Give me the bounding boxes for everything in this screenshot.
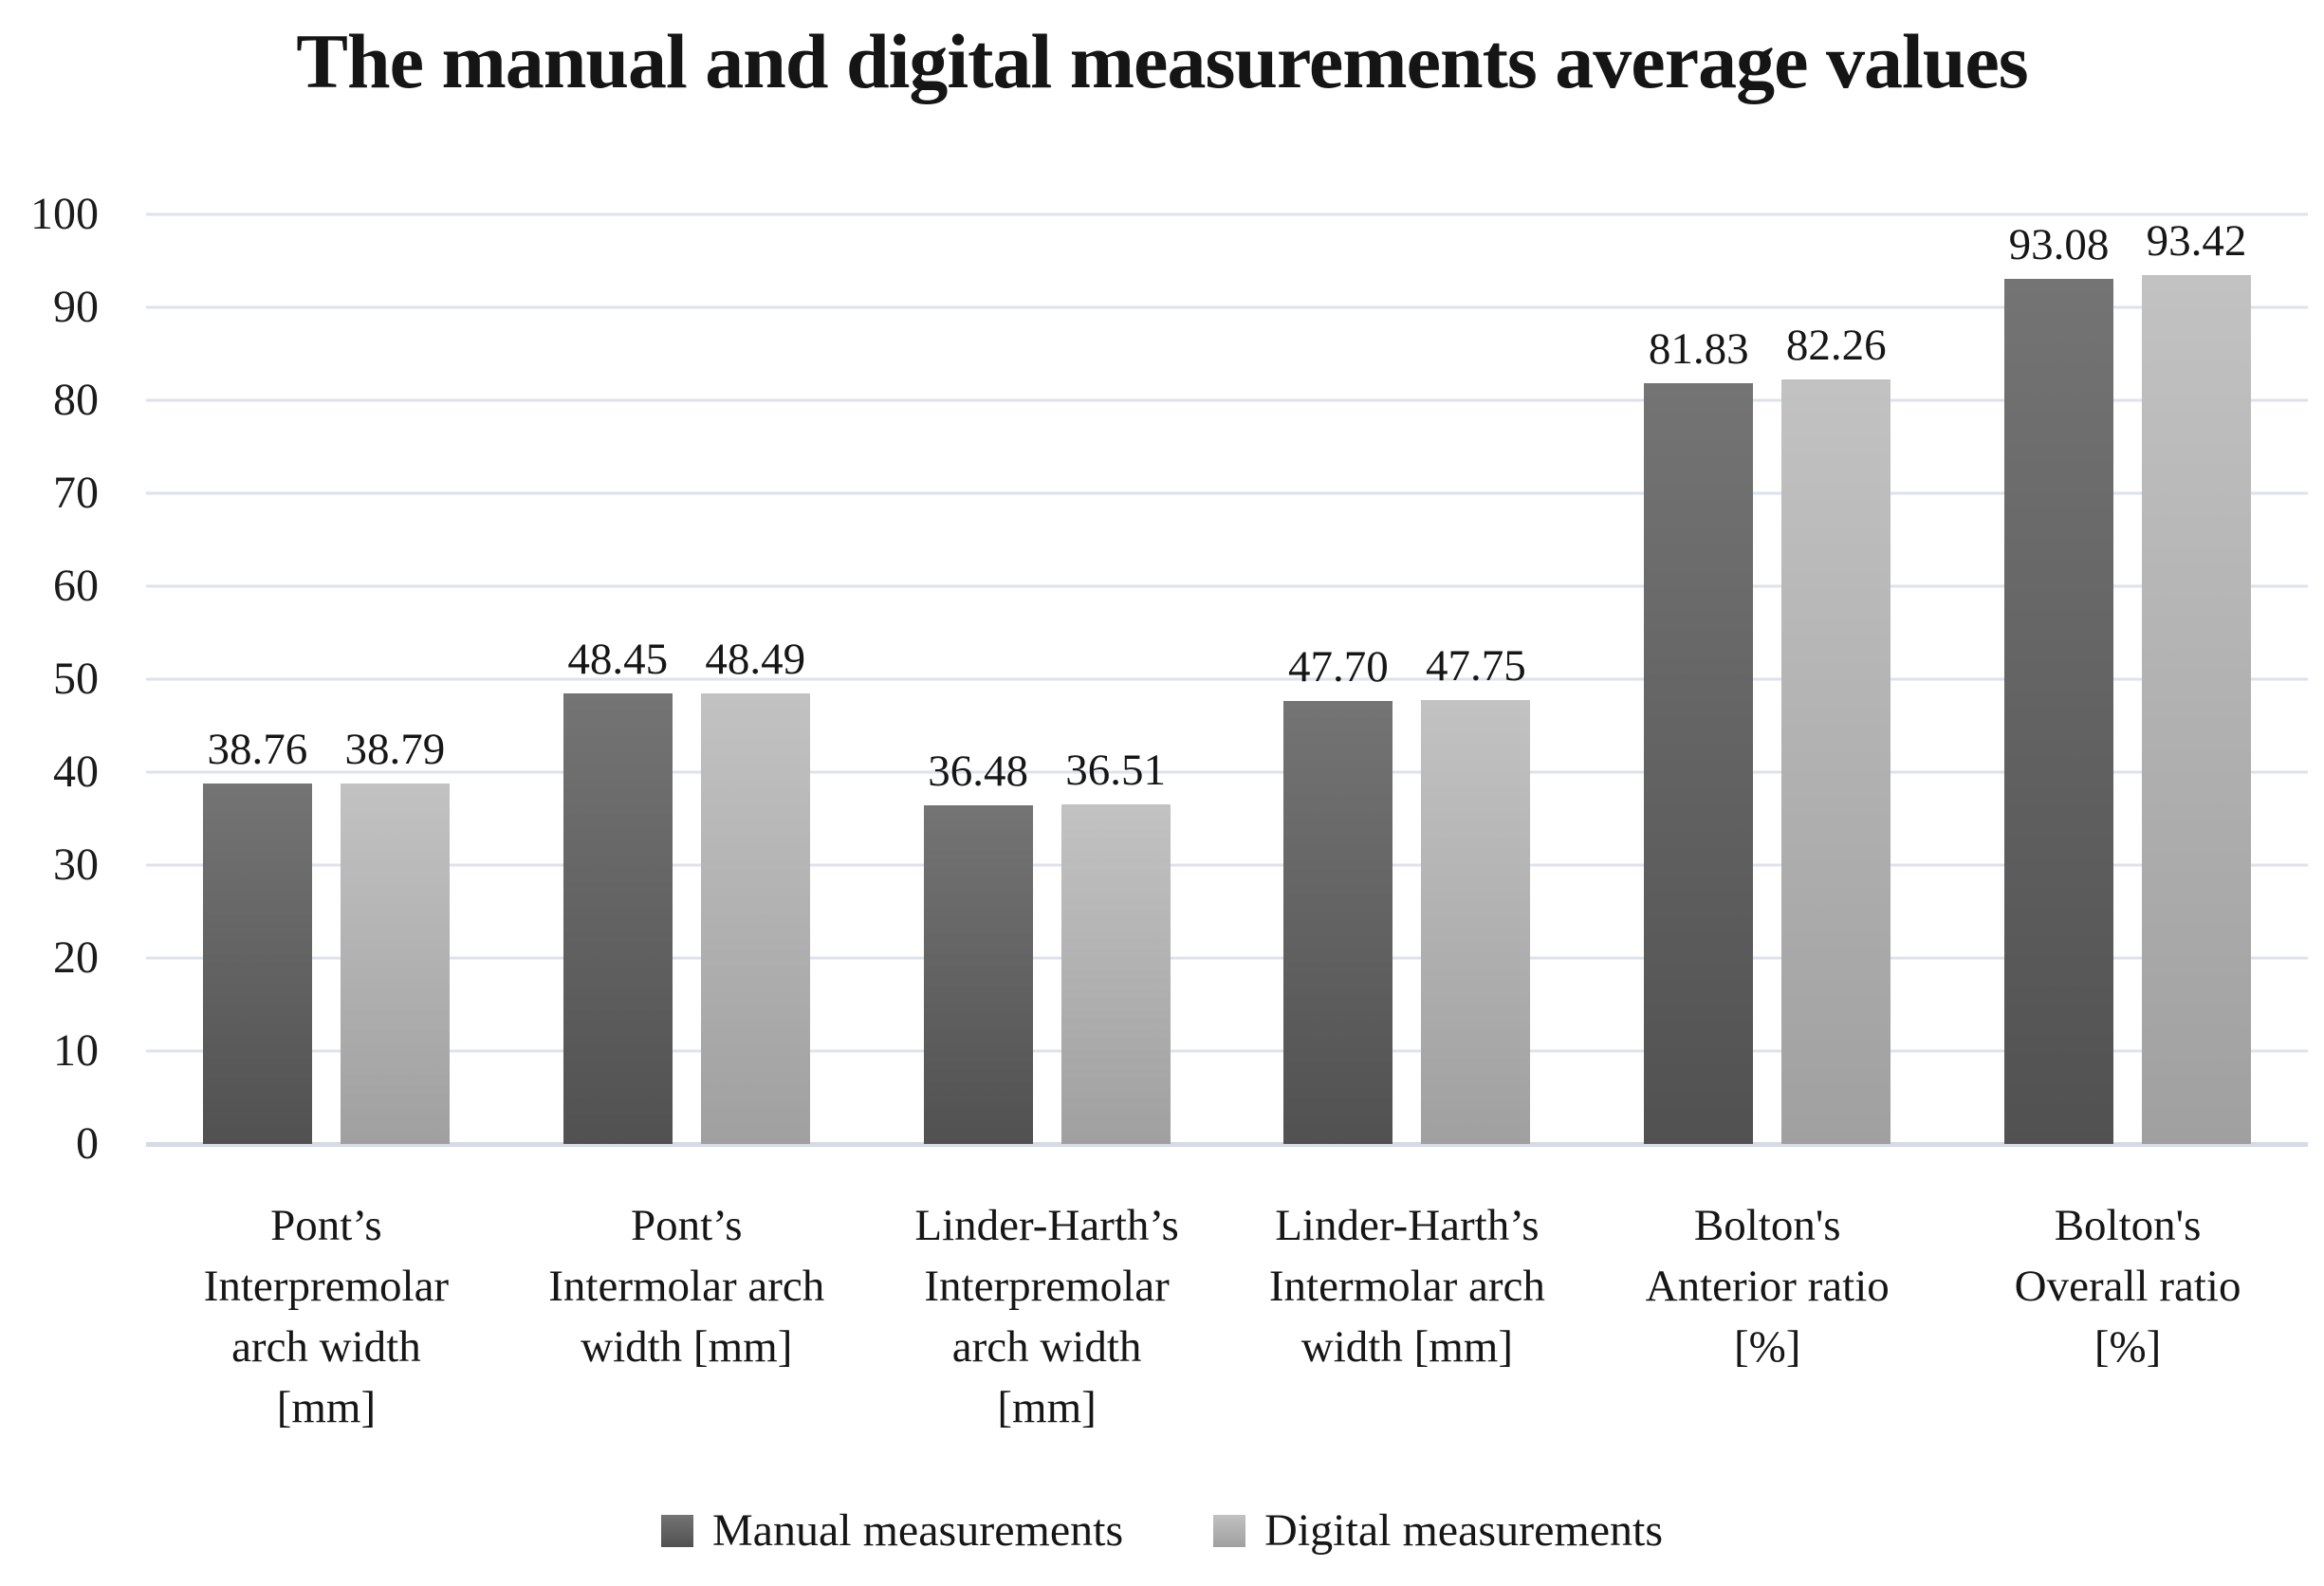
bar-group-5: 81.83 82.26 xyxy=(1587,214,1947,1144)
bar-value-label-manual-4: 47.70 xyxy=(1288,641,1389,692)
bar-value-label-manual-5: 81.83 xyxy=(1648,324,1749,375)
legend-label-manual: Manual measurements xyxy=(711,1505,1124,1556)
bar-digital-1: 38.79 xyxy=(340,727,450,1144)
bar-manual-5: 81.83 xyxy=(1644,327,1754,1144)
bar-value-label-digital-5: 82.26 xyxy=(1785,320,1887,370)
gridline-40 xyxy=(146,770,2308,774)
bar-digital-3: 36.51 xyxy=(1061,748,1171,1144)
bar-value-label-manual-2: 48.45 xyxy=(567,635,669,685)
legend-item-manual: Manual measurements xyxy=(660,1504,1124,1557)
category-label-5: Bolton's Anterior ratio [%] xyxy=(1645,1201,1890,1372)
category-label-6: Bolton's Overall ratio [%] xyxy=(2014,1201,2241,1372)
bar-manual-4: 47.70 xyxy=(1283,644,1393,1144)
gridline-20 xyxy=(146,956,2308,960)
bar-digital-4: 47.75 xyxy=(1421,644,1531,1144)
category-label-3: Linder-Harth’s Interpremolar arch width … xyxy=(914,1201,1179,1432)
bar-manual-3: 36.48 xyxy=(923,748,1033,1144)
bar-value-label-manual-6: 93.08 xyxy=(2008,219,2110,269)
bar-value-label-digital-2: 48.49 xyxy=(705,634,806,684)
category-label-2: Pont’s Intermolar arch width [mm] xyxy=(548,1201,825,1372)
gridline-50 xyxy=(146,677,2308,681)
gridline-90 xyxy=(146,305,2308,309)
bar-manual-6: 93.08 xyxy=(2004,222,2114,1144)
bar-manual-1: 38.76 xyxy=(202,728,312,1144)
y-tick-label-50: 50 xyxy=(53,654,99,704)
legend: Manual measurements Digital measurements xyxy=(0,1504,2324,1557)
plot-area: 38.76 38.79 48.45 48.49 36.48 36.51 47.70 47.75… xyxy=(146,212,2308,1147)
gridline-30 xyxy=(146,863,2308,867)
bar-value-label-manual-1: 38.76 xyxy=(207,725,308,775)
gridline-10 xyxy=(146,1049,2308,1053)
bar-digital-6: 93.42 xyxy=(2142,219,2252,1144)
gridline-80 xyxy=(146,398,2308,402)
bar-value-label-manual-3: 36.48 xyxy=(928,746,1028,796)
bar-value-label-digital-4: 47.75 xyxy=(1426,641,1526,692)
y-tick-label-100: 100 xyxy=(30,189,99,239)
y-tick-label-90: 90 xyxy=(53,282,99,332)
y-axis: 0 10 20 30 40 50 60 70 80 90 100 xyxy=(0,192,146,1167)
y-tick-label-0: 0 xyxy=(76,1118,99,1169)
y-tick-label-10: 10 xyxy=(53,1025,99,1076)
chart-title: The manual and digital measurements aver… xyxy=(296,18,2028,104)
y-tick-label-40: 40 xyxy=(53,747,99,797)
category-label-4: Linder-Harth’s Intermolar arch width [mm… xyxy=(1268,1201,1545,1372)
x-axis-line xyxy=(146,1142,2308,1147)
legend-swatch-digital xyxy=(1213,1514,1246,1547)
bar-group-1: 38.76 38.79 xyxy=(146,214,507,1144)
y-tick-label-80: 80 xyxy=(53,375,99,425)
category-label-1: Pont’s Interpremolar arch width [mm] xyxy=(203,1201,450,1432)
legend-item-digital: Digital measurements xyxy=(1213,1504,1663,1557)
y-tick-label-20: 20 xyxy=(53,932,99,983)
y-tick-label-30: 30 xyxy=(53,839,99,890)
bar-group-3: 36.48 36.51 xyxy=(867,214,1227,1144)
bar-manual-2: 48.45 xyxy=(563,637,673,1144)
bar-groups: 38.76 38.79 48.45 48.49 36.48 36.51 47.70 47.75… xyxy=(146,214,2308,1144)
bar-digital-5: 82.26 xyxy=(1781,323,1891,1144)
bar-group-6: 93.08 93.42 xyxy=(1947,214,2308,1144)
gridline-60 xyxy=(146,584,2308,588)
gridline-100 xyxy=(146,212,2308,216)
y-tick-label-60: 60 xyxy=(53,561,99,611)
gridline-70 xyxy=(146,491,2308,495)
bar-value-label-digital-3: 36.51 xyxy=(1065,746,1166,796)
bar-value-label-digital-6: 93.42 xyxy=(2146,216,2247,267)
bar-value-label-digital-1: 38.79 xyxy=(344,724,446,774)
y-tick-label-70: 70 xyxy=(53,468,99,518)
legend-label-digital: Digital measurements xyxy=(1264,1505,1664,1556)
bar-digital-2: 48.49 xyxy=(700,636,810,1144)
bar-group-4: 47.70 47.75 xyxy=(1227,214,1587,1144)
category-axis: Pont’s Interpremolar arch width [mm] Pont… xyxy=(146,1195,2308,1438)
bar-group-2: 48.45 48.49 xyxy=(507,214,867,1144)
legend-swatch-manual xyxy=(660,1514,693,1547)
